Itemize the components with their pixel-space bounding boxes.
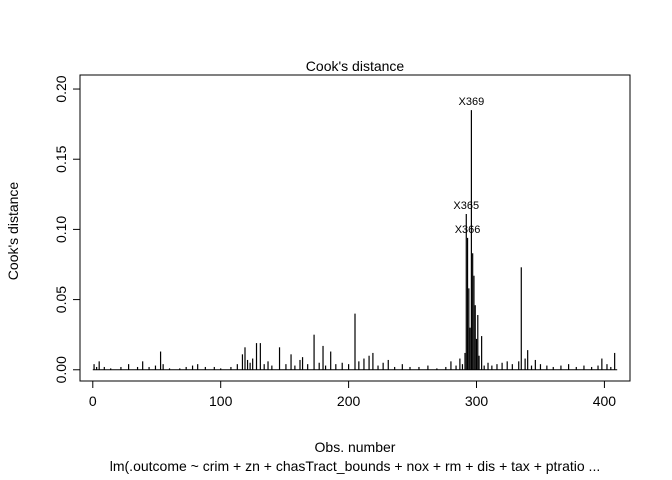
x-axis-label: Obs. number	[315, 439, 396, 455]
y-tick-label: 0.20	[53, 75, 69, 102]
x-tick-label: 300	[465, 393, 489, 409]
x-tick-label: 400	[593, 393, 617, 409]
x-axis: 0 100 200 300 400	[89, 380, 617, 409]
y-tick-label: 0.05	[53, 286, 69, 313]
chart-title: Cook's distance	[306, 58, 405, 74]
x-tick-label: 200	[337, 393, 361, 409]
y-axis: 0.00 0.05 0.10 0.15 0.20	[53, 75, 81, 383]
data-spikes	[92, 110, 618, 371]
point-label: X366	[455, 224, 481, 236]
y-tick-label: 0.00	[53, 356, 69, 383]
y-tick-label: 0.15	[53, 145, 69, 172]
y-axis-label: Cook's distance	[5, 182, 21, 281]
model-formula: lm(.outcome ~ crim + zn + chasTract_boun…	[110, 458, 600, 474]
point-label: X365	[453, 200, 479, 212]
y-tick-label: 0.10	[53, 216, 69, 243]
x-tick-label: 0	[89, 393, 97, 409]
x-tick-label: 100	[209, 393, 233, 409]
point-labels: X365 X366 X369	[453, 96, 484, 236]
point-label: X369	[459, 96, 485, 108]
